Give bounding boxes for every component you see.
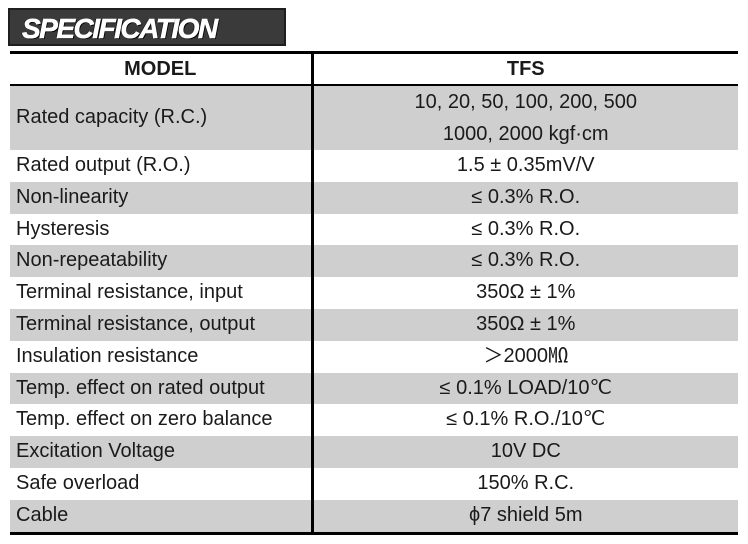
spec-value: ＞2000㏁ [483, 344, 569, 367]
table-row: Excitation Voltage 10V DC [10, 436, 738, 468]
spec-value: ≤ 0.3% R.O. [312, 181, 738, 214]
table-header-row: MODEL TFS [10, 52, 738, 86]
spec-label: Insulation resistance [10, 340, 314, 373]
spec-value: ≤ 0.3% R.O. [312, 245, 738, 278]
table-row: Safe overload 150% R.C. [10, 467, 738, 500]
table-row: Temp. effect on rated output ≤ 0.1% LOAD… [10, 372, 738, 405]
spec-value-line: 1000, 2000 kgf·cm [442, 123, 609, 145]
table-row: Insulation resistance ＞2000㏁ [10, 340, 738, 373]
spec-label: Rated output (R.O.) [10, 150, 314, 182]
spec-label: Temp. effect on rated output [10, 372, 314, 405]
spec-label: Cable [10, 499, 314, 534]
spec-value-line: 10, 20, 50, 100, 200, 500 [414, 91, 637, 113]
model-header-label: MODEL [10, 52, 314, 86]
spec-label: Hysteresis [10, 213, 314, 246]
model-header-value: TFS [312, 52, 738, 86]
spec-label: Non-linearity [10, 181, 314, 214]
banner-title: SPECIFICATION [22, 13, 219, 45]
table-row: Hysteresis ≤ 0.3% R.O. [10, 213, 738, 246]
spec-label: Rated capacity (R.C.) [10, 85, 314, 150]
spec-label: Terminal resistance, output [10, 308, 314, 341]
table-row: Terminal resistance, output 350Ω ± 1% [10, 308, 738, 341]
table-row: Terminal resistance, input 350Ω ± 1% [10, 277, 738, 309]
table-row: Rated output (R.O.) 1.5 ± 0.35mV/V [10, 150, 738, 182]
table-row: Non-repeatability ≤ 0.3% R.O. [10, 245, 738, 278]
spec-value: 150% R.C. [477, 471, 575, 494]
spec-value: ϕ7 shield 5m [312, 499, 738, 534]
spec-label: Temp. effect on zero balance [10, 404, 314, 437]
table-row: Cable ϕ7 shield 5m [10, 499, 738, 534]
specification-banner: SPECIFICATION [8, 8, 286, 46]
spec-label: Non-repeatability [10, 245, 314, 278]
spec-value: 1.5 ± 0.35mV/V [456, 154, 595, 176]
spec-value: 10, 20, 50, 100, 200, 500 1000, 2000 kgf… [312, 85, 738, 150]
spec-label: Excitation Voltage [10, 436, 314, 468]
table-row: Rated capacity (R.C.) 10, 20, 50, 100, 2… [10, 85, 738, 150]
spec-label: Terminal resistance, input [10, 277, 314, 309]
spec-label: Safe overload [10, 467, 314, 500]
spec-value: 10V DC [312, 436, 738, 468]
table-row: Temp. effect on zero balance ≤ 0.1% R.O.… [10, 404, 738, 437]
spec-value: ≤ 0.3% R.O. [471, 217, 581, 240]
spec-value: ≤ 0.1% LOAD/10℃ [312, 372, 738, 405]
spec-value: ≤ 0.1% R.O./10℃ [446, 408, 606, 431]
spec-value: 350Ω ± 1% [476, 281, 576, 304]
specification-table: MODEL TFS Rated capacity (R.C.) 10, 20, … [10, 51, 738, 535]
table-row: Non-linearity ≤ 0.3% R.O. [10, 181, 738, 214]
spec-value: 350Ω ± 1% [312, 308, 738, 341]
